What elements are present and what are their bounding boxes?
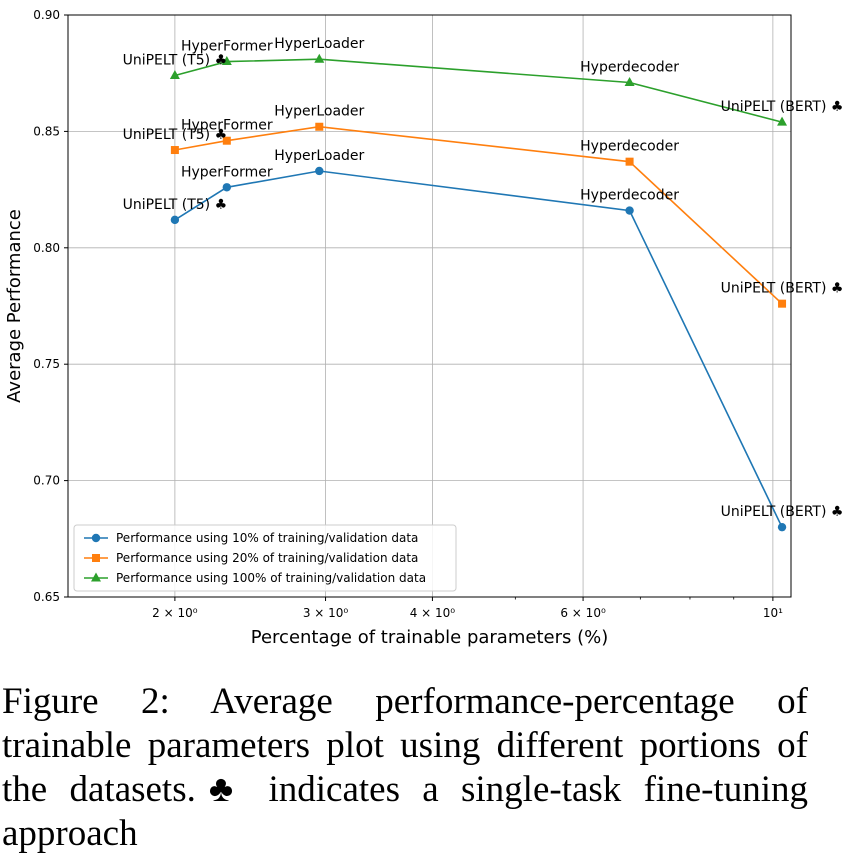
point-annotation: HyperLoader bbox=[274, 148, 364, 164]
point-annotation: HyperLoader bbox=[274, 36, 364, 52]
series-1 bbox=[170, 166, 787, 532]
series-layer bbox=[169, 53, 788, 532]
legend-box bbox=[73, 524, 457, 592]
legend-entry: Performance using 20% of training/valida… bbox=[84, 551, 418, 565]
point-annotation: UniPELT (BERT) ♣ bbox=[721, 281, 844, 297]
legend: Performance using 10% of training/valida… bbox=[73, 524, 457, 592]
y-tick-label: 0.65 bbox=[33, 590, 60, 604]
data-point bbox=[169, 70, 180, 80]
plot-frame bbox=[67, 14, 792, 598]
point-annotation: HyperFormer bbox=[181, 164, 273, 180]
legend-label: Performance using 20% of training/valida… bbox=[116, 551, 418, 565]
series-line bbox=[174, 170, 783, 528]
point-annotation: Hyperdecoder bbox=[580, 139, 679, 155]
point-annotation: UniPELT (T5) ♣ bbox=[123, 127, 228, 143]
data-point bbox=[778, 299, 787, 308]
point-annotation: HyperFormer bbox=[181, 39, 273, 55]
y-tick-label: 0.75 bbox=[33, 357, 60, 371]
data-point bbox=[315, 122, 324, 131]
x-tick-label: 6 × 10⁰ bbox=[560, 606, 606, 620]
data-point bbox=[91, 572, 101, 582]
series-line bbox=[174, 58, 783, 123]
data-point bbox=[315, 166, 324, 176]
point-annotation: Hyperdecoder bbox=[580, 60, 679, 76]
point-annotation: Hyperdecoder bbox=[580, 188, 679, 204]
point-annotation: UniPELT (T5) ♣ bbox=[123, 53, 228, 69]
point-annotation: UniPELT (T5) ♣ bbox=[123, 197, 228, 213]
data-point bbox=[170, 215, 180, 225]
data-point bbox=[222, 136, 231, 145]
series-2 bbox=[170, 122, 787, 308]
legend-label: Performance using 10% of training/valida… bbox=[116, 531, 418, 545]
point-annotation: HyperFormer bbox=[181, 118, 273, 134]
x-tick-label: 4 × 10⁰ bbox=[410, 606, 456, 620]
data-point bbox=[221, 56, 232, 66]
data-point bbox=[625, 206, 634, 215]
y-tick-label: 0.85 bbox=[33, 124, 60, 138]
legend-entry: Performance using 10% of training/valida… bbox=[84, 531, 418, 545]
data-point bbox=[777, 116, 788, 126]
point-labels: UniPELT (T5) ♣HyperFormerHyperLoaderHype… bbox=[123, 36, 844, 520]
performance-chart: 0.65 0.70 0.75 0.80 0.85 0.90 2 × 10⁰ 3 × 10⁰ 4 … bbox=[4, 8, 844, 648]
legend-entry: Performance using 100% of training/valid… bbox=[84, 571, 426, 585]
y-tick-label: 0.80 bbox=[33, 241, 60, 255]
data-point bbox=[91, 533, 101, 543]
data-point bbox=[170, 146, 179, 155]
legend-label: Performance using 100% of training/valid… bbox=[116, 571, 426, 585]
data-point bbox=[222, 183, 232, 192]
series-3 bbox=[169, 53, 788, 126]
grid bbox=[68, 14, 791, 598]
point-annotation: UniPELT (BERT) ♣ bbox=[721, 99, 844, 115]
series-line bbox=[174, 125, 783, 305]
point-annotation: UniPELT (BERT) ♣ bbox=[721, 504, 844, 520]
x-axis-label: Percentage of trainable parameters (%) bbox=[251, 627, 608, 648]
x-tick-label: 10¹ bbox=[763, 606, 783, 620]
axis-ticks: 0.65 0.70 0.75 0.80 0.85 0.90 2 × 10⁰ 3 × 10⁰ 4 … bbox=[33, 8, 783, 620]
data-point bbox=[624, 77, 635, 87]
y-tick-label: 0.90 bbox=[33, 8, 60, 22]
x-tick-label: 2 × 10⁰ bbox=[152, 606, 198, 620]
y-axis-label: Average Performance bbox=[4, 209, 25, 403]
figure-caption: Figure 2: Average performance-percentage… bbox=[2, 681, 808, 854]
data-point bbox=[777, 522, 787, 532]
point-annotation: HyperLoader bbox=[274, 104, 364, 120]
y-tick-label: 0.70 bbox=[33, 474, 60, 488]
data-point bbox=[92, 554, 100, 562]
data-point bbox=[625, 157, 634, 166]
data-point bbox=[314, 53, 325, 63]
x-tick-label: 3 × 10⁰ bbox=[303, 606, 349, 620]
